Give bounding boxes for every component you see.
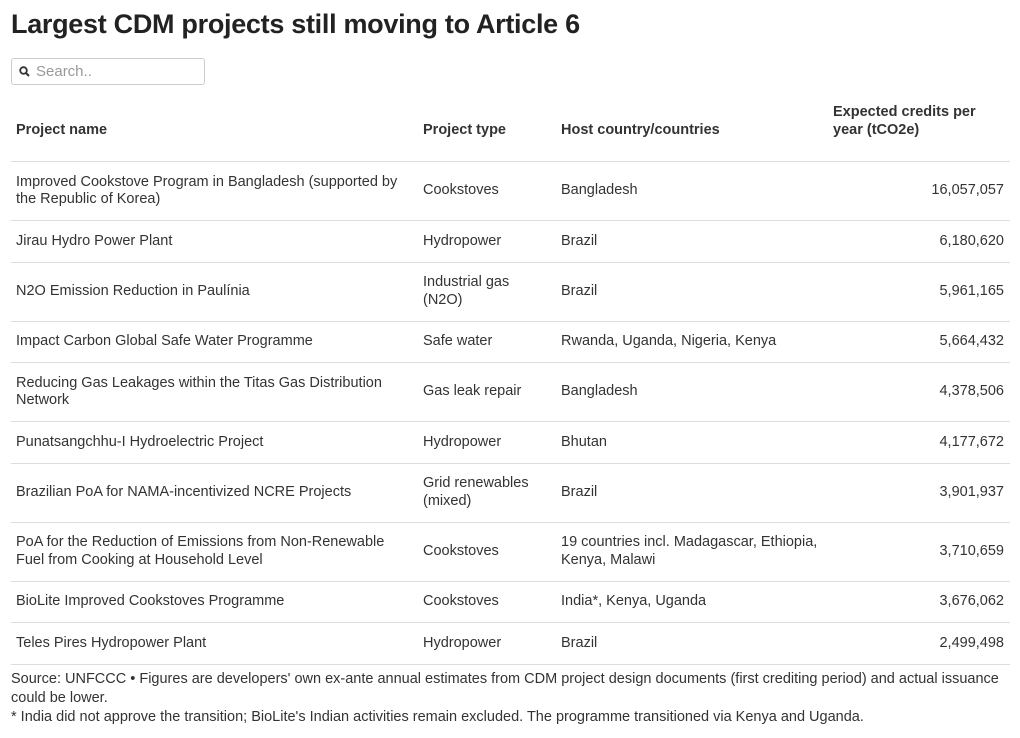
- table-body: Improved Cookstove Program in Bangladesh…: [11, 161, 1010, 665]
- project-name: BioLite Improved Cookstoves Programme: [11, 581, 418, 623]
- expected-credits: 5,961,165: [828, 262, 1010, 322]
- table-row: Jirau Hydro Power Plant Hydropower Brazil 6…: [11, 220, 1010, 263]
- host-country: Bhutan: [556, 421, 828, 464]
- host-country: Brazil: [556, 262, 828, 322]
- table-header: Project name Project type Host country/cou…: [11, 103, 1010, 162]
- search-placeholder: Search..: [36, 63, 92, 80]
- host-country: Brazil: [556, 463, 828, 523]
- footnote: * India did not approve the transition; …: [11, 709, 864, 725]
- project-name: PoA for the Reduction of Emissions from …: [11, 522, 418, 582]
- project-type: Cookstoves: [418, 581, 556, 623]
- project-type: Cookstoves: [418, 161, 556, 221]
- project-type: Industrial gas (N2O): [418, 262, 556, 322]
- expected-credits: 4,378,506: [828, 362, 1010, 422]
- table-row: Brazilian PoA for NAMA-incentivized NCRE…: [11, 463, 1010, 523]
- host-country: Rwanda, Uganda, Nigeria, Kenya: [556, 321, 828, 363]
- project-type: Grid renewables (mixed): [418, 463, 556, 523]
- host-country: Brazil: [556, 622, 828, 665]
- project-type: Hydropower: [418, 421, 556, 464]
- table-row: PoA for the Reduction of Emissions from …: [11, 522, 1010, 582]
- expected-credits: 2,499,498: [828, 622, 1010, 665]
- project-type: Gas leak repair: [418, 362, 556, 422]
- project-type: Cookstoves: [418, 522, 556, 582]
- table-row: Reducing Gas Leakages within the Titas G…: [11, 362, 1010, 422]
- project-name: Reducing Gas Leakages within the Titas G…: [11, 362, 418, 422]
- host-country: India*, Kenya, Uganda: [556, 581, 828, 623]
- projects-table: Project name Project type Host country/cou…: [11, 103, 1010, 665]
- host-country: Bangladesh: [556, 161, 828, 221]
- table-row: Teles Pires Hydropower Plant Hydropower Br…: [11, 622, 1010, 665]
- project-type: Hydropower: [418, 220, 556, 263]
- expected-credits: 3,901,937: [828, 463, 1010, 523]
- table-row: Improved Cookstove Program in Bangladesh…: [11, 161, 1010, 221]
- project-name: Brazilian PoA for NAMA-incentivized NCRE…: [11, 463, 418, 523]
- search-box[interactable]: Search..: [11, 58, 205, 85]
- project-name: Teles Pires Hydropower Plant: [11, 622, 418, 665]
- table-row: N2O Emission Reduction in Paulínia Indust…: [11, 262, 1010, 322]
- project-name: Improved Cookstove Program in Bangladesh…: [11, 161, 418, 221]
- project-type: Safe water: [418, 321, 556, 363]
- expected-credits: 3,676,062: [828, 581, 1010, 623]
- project-name: Jirau Hydro Power Plant: [11, 220, 418, 263]
- host-country: Brazil: [556, 220, 828, 263]
- notes: Source: UNFCCC • Figures are developers'…: [11, 670, 1011, 727]
- column-header: Project name: [11, 103, 418, 162]
- expected-credits: 3,710,659: [828, 522, 1010, 582]
- host-country: Bangladesh: [556, 362, 828, 422]
- project-name: Impact Carbon Global Safe Water Programm…: [11, 321, 418, 363]
- search-icon: [19, 66, 30, 77]
- column-header: Expected credits per year (tCO2e): [828, 103, 1010, 162]
- expected-credits: 6,180,620: [828, 220, 1010, 263]
- project-name: N2O Emission Reduction in Paulínia: [11, 262, 418, 322]
- source-note: Source: UNFCCC • Figures are developers'…: [11, 671, 999, 706]
- header-row: Project name Project type Host country/cou…: [11, 103, 1010, 162]
- project-name: Punatsangchhu-I Hydroelectric Project: [11, 421, 418, 464]
- column-header: Project type: [418, 103, 556, 162]
- table-row: BioLite Improved Cookstoves Programme Coo…: [11, 581, 1010, 623]
- table-row: Impact Carbon Global Safe Water Programm…: [11, 321, 1010, 363]
- project-type: Hydropower: [418, 622, 556, 665]
- table-row: Punatsangchhu-I Hydroelectric Project Hyd…: [11, 421, 1010, 464]
- title: Largest CDM projects still moving to Art…: [11, 9, 580, 39]
- expected-credits: 5,664,432: [828, 321, 1010, 363]
- expected-credits: 4,177,672: [828, 421, 1010, 464]
- expected-credits: 16,057,057: [828, 161, 1010, 221]
- column-header: Host country/countries: [556, 103, 828, 162]
- host-country: 19 countries incl. Madagascar, Ethiopia,…: [556, 522, 828, 582]
